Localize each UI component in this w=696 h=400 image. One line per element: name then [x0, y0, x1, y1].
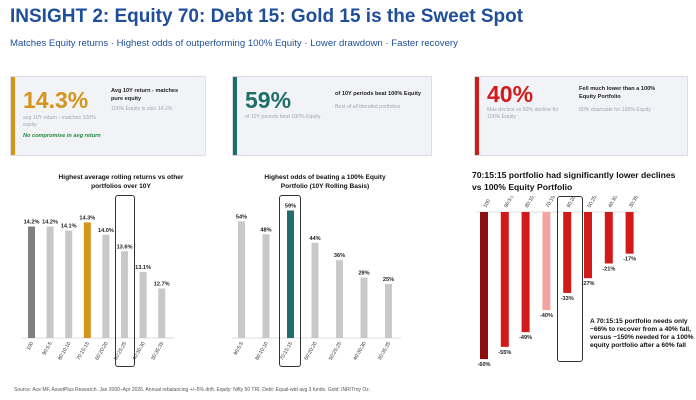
- card-note-right: 100% Equity is also 14.2%: [111, 106, 173, 112]
- card-note-left: avg 10Y return - matches 100% equity: [23, 115, 96, 128]
- category-tick-label: 50:25:25: [328, 341, 343, 362]
- bar: [500, 212, 509, 347]
- category-tick-label: 80:10:10: [524, 196, 539, 209]
- highlight-box-chart-1: [115, 195, 135, 367]
- category-tick-label: 90:5:5: [503, 196, 515, 209]
- card-value: 40%: [487, 81, 534, 107]
- bar: [521, 212, 530, 333]
- bar-value-label: 44%: [309, 236, 320, 242]
- bar: [262, 234, 270, 338]
- category-tick-label: 30:35:35: [150, 341, 165, 362]
- chart-3-title: 70:15:15 portfolio had significantly low…: [472, 170, 676, 192]
- page-title: INSIGHT 2: Equity 70: Debt 15: Gold 15 i…: [10, 6, 524, 27]
- card-note-left: of 10Y periods beat 100% Equity: [245, 114, 321, 120]
- category-tick-label: 90:5:5: [41, 341, 53, 357]
- bar: [238, 221, 245, 338]
- bar: [385, 283, 392, 338]
- chart-1-title: Highest average rolling returns vs other…: [58, 174, 184, 190]
- chart-2-odds: 54%90:5:548%80:10:1059%70:15:1544%60:20:…: [232, 203, 401, 362]
- bar: [65, 230, 73, 338]
- bar-value-label: 13.6%: [117, 244, 133, 250]
- bar-value-label: 12.7%: [154, 281, 170, 287]
- bar: [139, 271, 147, 338]
- bar-value-label: 36%: [334, 253, 345, 259]
- bar-value-label: 14.1%: [61, 224, 77, 230]
- card-accent-bar: [11, 77, 15, 155]
- bar-value-label: -55%: [498, 350, 511, 356]
- card-heading: Fell much lower than a 100% Equity Portf…: [579, 86, 656, 100]
- highlight-box-chart-3: [557, 196, 583, 362]
- bar: [28, 226, 35, 338]
- card-note-right: Best of all blended portfolios: [335, 104, 401, 110]
- bar-value-label: -21%: [602, 266, 615, 272]
- category-tick-label: 30:35:35: [377, 341, 392, 362]
- bar: [121, 251, 128, 338]
- card-highlight-text: No compromise in avg return: [23, 133, 101, 139]
- bar-value-label: 14.2%: [24, 220, 40, 226]
- bar-value-label: 54%: [236, 214, 247, 220]
- bar-value-label: 14.3%: [79, 215, 95, 221]
- category-tick-label: 60:20:20: [94, 341, 109, 362]
- category-tick-label: 90:5:5: [233, 341, 245, 357]
- bar: [360, 277, 368, 338]
- bar: [158, 288, 166, 338]
- bar-value-label: 48%: [260, 227, 271, 233]
- source-note: Source: Ace MF, AssetPlus Research. Jan …: [14, 387, 371, 393]
- bar-value-label: 14.0%: [98, 228, 114, 234]
- bar: [102, 234, 110, 338]
- bar-value-label: 28%: [358, 270, 369, 276]
- bar-value-label: 13.1%: [135, 265, 151, 271]
- card-note-right: 60% downside for 100% Equity: [579, 107, 651, 113]
- bar: [563, 212, 572, 293]
- card-accent-bar: [475, 77, 479, 155]
- card-beat-odds: 59% of 10Y periods beat 100% Equity of 1…: [232, 76, 432, 156]
- bar-value-label: -60%: [477, 362, 490, 368]
- bar: [311, 242, 319, 338]
- chart-1-returns: 14.2% 100 14.2% 90:5:5 14.1% 80:10:10 14.3% 70:…: [22, 215, 175, 362]
- bar-value-label: -40%: [540, 313, 553, 319]
- card-drawdown: 40% Fell much lower than a 100% Equity P…: [474, 76, 688, 156]
- card-value: 59%: [245, 87, 292, 113]
- chart-3-annotation: A 70:15:15 portfolio needs only ~66% to …: [590, 318, 694, 349]
- category-tick-label: 60:20:20: [303, 341, 318, 362]
- chart-2-title: Highest odds of beating a 100% Equity Po…: [264, 174, 386, 190]
- bar-value-label: 14.2%: [42, 220, 58, 226]
- category-tick-label: 40:30:30: [607, 196, 622, 209]
- bar: [287, 210, 294, 338]
- bar: [584, 212, 592, 279]
- bar-value-label: -27%: [581, 281, 594, 287]
- card-heading: Avg 10Y return - matches pure equity: [111, 88, 179, 102]
- category-tick-label: 70:15:15: [76, 341, 91, 362]
- category-tick-label: 100: [26, 341, 36, 352]
- bar-value-label: 59%: [285, 203, 296, 209]
- card-avg-return: 14.3% Avg 10Y return - matches pure equi…: [10, 76, 206, 156]
- card-heading: of 10Y periods beat 100% Equity: [335, 91, 422, 97]
- page-subtitle: Matches Equity returns · Highest odds of…: [10, 38, 458, 49]
- bar: [542, 212, 551, 311]
- bar-value-label: -49%: [519, 335, 532, 341]
- highlight-box-chart-2: [279, 195, 301, 367]
- bar: [480, 212, 488, 360]
- bar-value-label: -33%: [561, 296, 574, 302]
- card-note-left: Max decline vs 60% decline for 100% Equi…: [487, 107, 559, 120]
- category-tick-label: 100: [483, 198, 493, 209]
- category-tick-label: 40:30:30: [352, 341, 367, 362]
- bar: [336, 260, 343, 338]
- category-tick-label: 30:35:35: [628, 196, 643, 209]
- bar-value-label: -17%: [623, 257, 636, 263]
- bar: [625, 212, 634, 254]
- category-tick-label: 80:10:10: [57, 341, 72, 362]
- bar-value-label: 25%: [383, 277, 394, 283]
- bar: [604, 212, 613, 264]
- bar: [46, 226, 54, 338]
- chart-3-declines: -60%100-55%90:5:5-49%80:10:10-40%70:15:1…: [476, 196, 643, 368]
- bar: [83, 222, 91, 338]
- category-tick-label: 80:10:10: [254, 341, 269, 362]
- category-tick-label: 50:25:25: [587, 196, 602, 209]
- card-accent-bar: [233, 77, 237, 155]
- card-value: 14.3%: [23, 87, 89, 113]
